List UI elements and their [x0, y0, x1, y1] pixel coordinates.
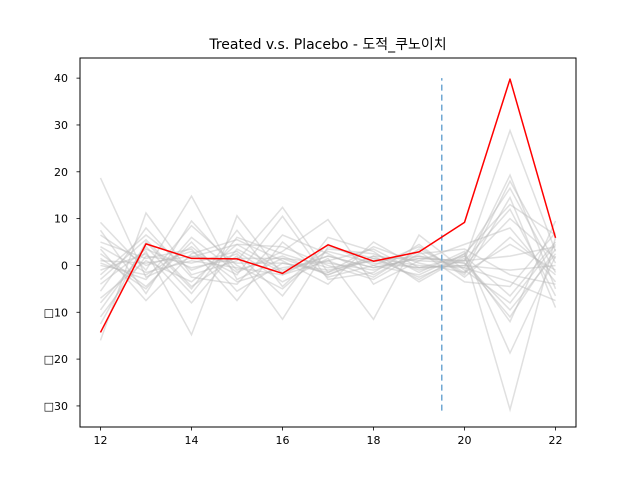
placebo-line-17 [100, 217, 557, 276]
placebo-line-21 [99, 219, 556, 302]
x-tick-label: 12 [93, 434, 107, 447]
treated-series [99, 78, 557, 333]
y-axis: 40 30 20 10 0 □10 □20 □30 [44, 72, 80, 413]
treated-line [99, 78, 557, 333]
placebo-line-12 [99, 236, 557, 319]
y-tick-label: □20 [44, 353, 68, 366]
y-tick-label: 0 [61, 259, 68, 272]
x-tick-label: 14 [184, 434, 198, 447]
placebo-line-1 [99, 128, 557, 279]
y-tick-label: 20 [54, 166, 68, 179]
placebo-line-3 [99, 173, 557, 290]
placebo-line-16 [100, 243, 556, 299]
y-tick-label: 40 [54, 72, 68, 85]
placebo-line-5 [100, 195, 557, 308]
x-tick-label: 22 [549, 434, 563, 447]
chart-title: Treated v.s. Placebo - 도적_쿠노이치 [208, 37, 446, 53]
placebo-line-13 [100, 215, 556, 281]
placebo-line-4 [99, 214, 557, 355]
placebo-line-18 [100, 248, 557, 312]
y-tick-label: □10 [44, 306, 68, 319]
x-tick-label: 20 [458, 434, 472, 447]
plot-frame [79, 57, 577, 428]
placebo-line-10 [99, 226, 557, 292]
placebo-line-19 [100, 243, 556, 283]
placebo-line-7 [100, 218, 557, 290]
y-tick-label: □30 [44, 400, 68, 413]
placebo-lines [99, 128, 557, 413]
x-tick-label: 16 [275, 434, 289, 447]
placebo-line-9 [99, 186, 557, 302]
placebo-line-15 [100, 179, 557, 293]
y-tick-label: 30 [54, 119, 68, 132]
placebo-line-11 [100, 207, 557, 297]
placebo-line-23 [100, 255, 556, 271]
placebo-line-22 [100, 245, 556, 305]
x-axis: 12 14 16 18 20 22 [93, 427, 563, 447]
x-tick-label: 18 [367, 434, 381, 447]
placebo-line-6 [99, 220, 557, 324]
placebo-line-14 [99, 234, 557, 297]
placebo-line-8 [99, 233, 557, 321]
plot-area [80, 58, 576, 427]
y-tick-label: 10 [54, 213, 68, 226]
